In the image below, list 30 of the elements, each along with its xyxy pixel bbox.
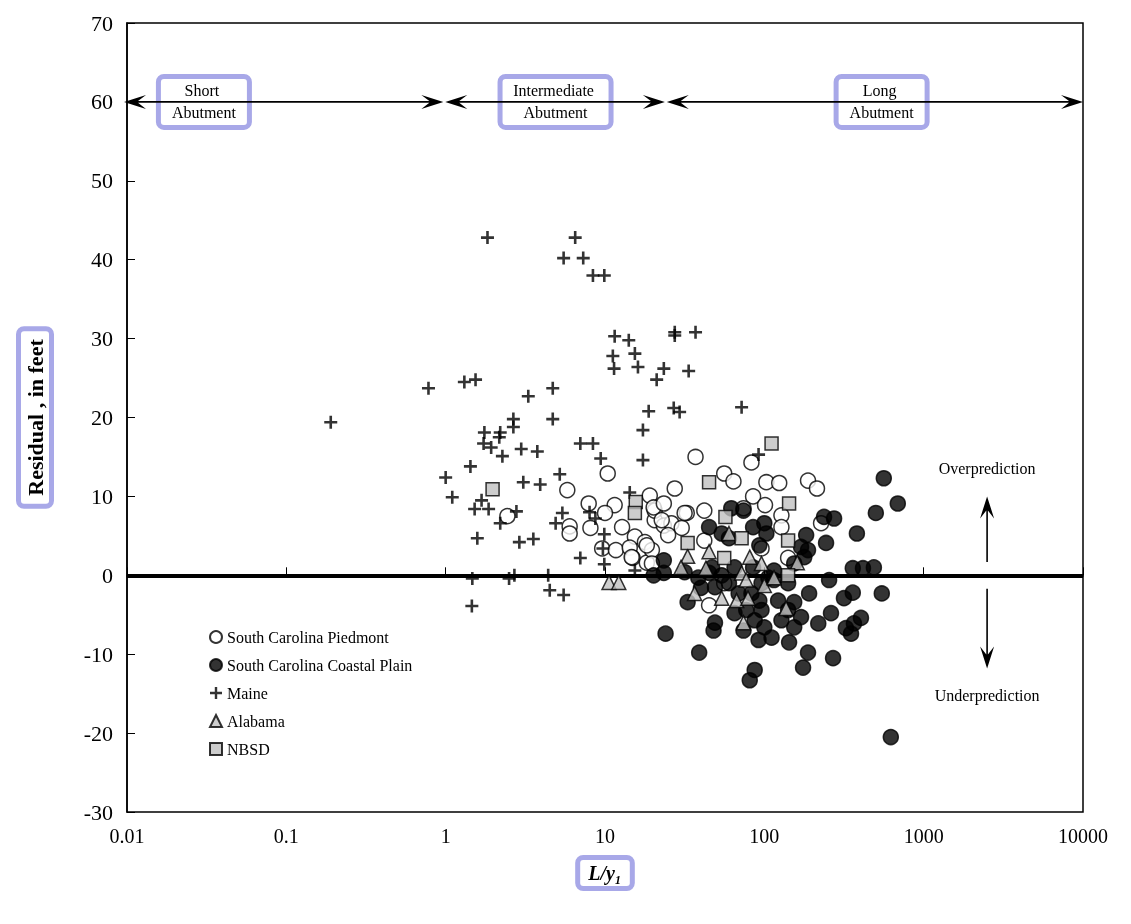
x-tick-label: 0.01: [109, 825, 145, 847]
x-tick-label: 100: [749, 825, 780, 847]
y-tick-label: -30: [83, 799, 113, 825]
legend-label: Alabama: [227, 712, 285, 730]
y-tick-label: -20: [83, 720, 113, 746]
annotation: Intermediate Abutment: [513, 82, 598, 122]
legend-label: NBSD: [227, 740, 270, 758]
y-tick-label: 10: [91, 483, 113, 509]
x-tick-label: 10: [595, 825, 615, 847]
legend-label: Maine: [227, 684, 268, 702]
legend-label: South Carolina Piedmont: [227, 628, 390, 646]
y-tick-label: 60: [91, 89, 113, 115]
legend-label: South Carolina Coastal Plain: [227, 656, 413, 674]
y-tick-label: 70: [91, 10, 113, 36]
y-tick-label: 50: [91, 168, 113, 194]
annotation: Short Abutment: [171, 82, 237, 122]
y-tick-label: 20: [91, 405, 113, 430]
x-tick-label: 0.1: [273, 825, 299, 847]
x-tick-label: 1000: [903, 825, 944, 847]
annotation: Overprediction: [938, 460, 1036, 479]
x-tick-label: 1: [440, 825, 451, 847]
annotation: Long Abutment: [849, 82, 915, 122]
y-tick-label: 30: [91, 326, 113, 352]
annotation: Underprediction: [934, 686, 1040, 705]
x-tick-label: 10000: [1058, 825, 1108, 847]
x-axis-title: L/y₁: [587, 862, 622, 885]
y-axis-title: Residual , in feet: [22, 338, 48, 496]
y-tick-label: 40: [91, 247, 113, 273]
y-tick-label: 0: [102, 562, 113, 588]
y-tick-label: -10: [83, 641, 113, 667]
